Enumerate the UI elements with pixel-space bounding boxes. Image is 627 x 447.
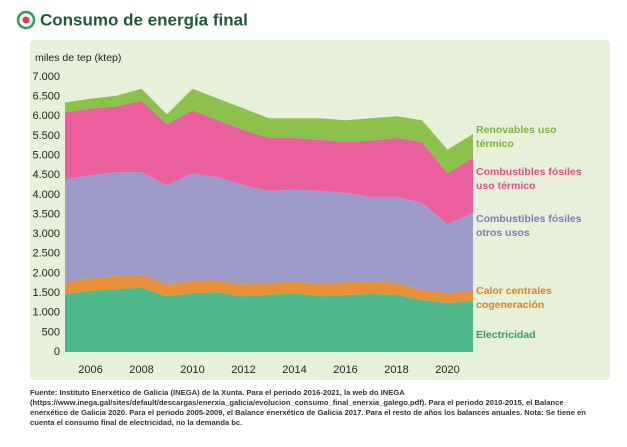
icon [16,10,36,30]
y-axis-label: miles de tep (ktep) [35,52,121,64]
legend-label: Electricidad [476,329,536,341]
y-tick-label: 2.500 [32,248,60,260]
area [65,172,473,294]
y-tick-label: 3.500 [32,208,60,220]
legend-label: Combustibles fósiles uso térmico [476,166,582,192]
y-tick-label: 4.500 [32,169,60,181]
x-tick-label: 2016 [333,364,357,376]
icon-dot [22,16,30,24]
area [65,274,473,303]
y-tick-label: 0 [54,346,60,358]
legend-label: Renovables uso térmico [476,124,557,150]
x-tick-label: 2012 [231,364,255,376]
x-tick-label: 2006 [78,364,102,376]
y-tick-label: 3.000 [32,228,60,240]
y-tick-label: 6.000 [32,110,60,122]
x-tick-label: 2018 [384,364,408,376]
x-tick-label: 2014 [282,364,306,376]
chart-title: Consumo de energía final [40,10,248,29]
area [65,287,473,352]
y-tick-label: 1.500 [32,287,60,299]
y-tick-label: 6.500 [32,91,60,103]
y-tick-label: 5.500 [32,130,60,142]
footnote: Fuente: Instituto Enerxético de Galicia … [30,388,586,427]
y-tick-label: 1.000 [32,307,60,319]
y-tick-label: 4.000 [32,189,60,201]
y-tick-label: 7.000 [32,71,60,83]
y-tick-label: 2.000 [32,267,60,279]
area [65,100,473,225]
y-tick-label: 500 [42,326,60,338]
legend-label: Combustibles fósiles otros usos [476,213,582,239]
legend-label: Calor centrales cogeneración [476,285,552,311]
y-tick-label: 5.000 [32,149,60,161]
x-tick-label: 2020 [435,364,459,376]
x-tick-label: 2010 [180,364,204,376]
x-tick-label: 2008 [129,364,153,376]
area [65,88,473,174]
